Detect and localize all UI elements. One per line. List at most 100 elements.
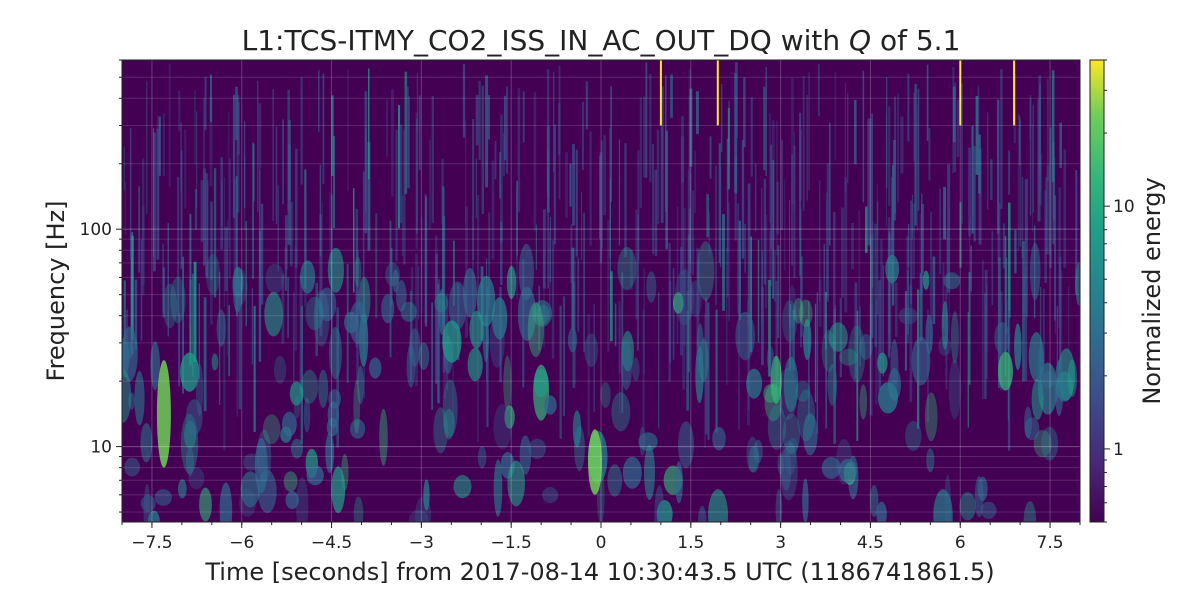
energy-streak [516, 189, 518, 260]
energy-streak [776, 182, 779, 235]
energy-streak [865, 206, 868, 253]
energy-streak [975, 95, 979, 175]
energy-blob [296, 477, 309, 522]
energy-streak [1008, 202, 1011, 318]
energy-streak [969, 219, 971, 295]
energy-streak [654, 169, 658, 256]
energy-streak [765, 215, 768, 309]
energy-streak [799, 112, 802, 238]
energy-streak [601, 140, 603, 249]
energy-blob [262, 414, 281, 445]
energy-streak [686, 310, 690, 411]
energy-streak [683, 207, 686, 346]
energy-streak [825, 313, 828, 429]
energy-blob [313, 290, 330, 347]
energy-streak [415, 253, 418, 387]
energy-streak [1017, 113, 1020, 251]
energy-blob [673, 292, 684, 314]
energy-blob [491, 297, 508, 340]
x-tick-label: 6 [955, 533, 966, 553]
x-tick-label: −1.5 [491, 533, 532, 553]
energy-blob [905, 421, 922, 451]
energy-streak [825, 192, 828, 298]
energy-streak [704, 313, 706, 448]
energy-transient [1013, 60, 1016, 126]
energy-blob [353, 380, 361, 434]
energy-blob [331, 466, 346, 514]
energy-streak [737, 203, 740, 314]
energy-streak [500, 221, 503, 286]
energy-streak [213, 168, 217, 298]
energy-streak [364, 91, 368, 234]
energy-blob [675, 269, 694, 326]
energy-blob [656, 500, 673, 522]
energy-blob [890, 338, 899, 394]
energy-streak [210, 74, 212, 122]
energy-streak [481, 85, 484, 214]
energy-streak [146, 81, 148, 214]
energy-blob [289, 381, 304, 406]
energy-streak [277, 185, 279, 272]
energy-streak [921, 193, 923, 294]
energy-streak [997, 203, 1001, 261]
energy-streak [765, 67, 767, 176]
energy-streak [285, 215, 288, 270]
energy-streak [194, 90, 196, 165]
energy-streak [389, 220, 392, 358]
y-tick-label: 10 [90, 438, 112, 458]
energy-streak [618, 139, 620, 246]
energy-streak [709, 136, 712, 179]
colorbar-tick-label: 10 [1113, 197, 1135, 217]
energy-streak [1056, 305, 1058, 402]
x-tick-label: −6 [229, 533, 254, 553]
energy-streak [770, 144, 772, 249]
energy-streak [665, 130, 668, 250]
energy-streak [755, 163, 757, 232]
energy-streak [549, 231, 551, 314]
energy-streak [304, 191, 307, 307]
energy-streak [696, 91, 699, 135]
energy-blob [859, 384, 868, 420]
energy-streak [472, 119, 475, 260]
energy-blob [924, 392, 938, 442]
energy-blob [698, 505, 707, 522]
energy-streak [968, 272, 971, 385]
energy-streak [961, 83, 963, 224]
energy-streak [682, 270, 686, 390]
energy-streak [943, 186, 946, 240]
grid [122, 60, 1080, 522]
energy-blob [697, 241, 715, 301]
energy-streak [162, 267, 166, 318]
energy-streak [808, 72, 810, 191]
energy-blob [617, 247, 637, 291]
energy-streak [319, 214, 322, 337]
energy-streak [874, 223, 877, 347]
energy-streak [954, 82, 957, 173]
energy-streak [1052, 157, 1056, 221]
energy-blob [122, 326, 138, 382]
energy-blob [283, 471, 298, 492]
energy-blob [519, 435, 532, 475]
energy-streak [1045, 177, 1048, 255]
x-tick-label: 4.5 [857, 533, 884, 553]
energy-streak [687, 234, 690, 373]
energy-streak [281, 274, 285, 344]
energy-streak [669, 280, 672, 363]
energy-streak [1059, 122, 1062, 168]
energy-blob [325, 432, 335, 474]
energy-streak [223, 177, 225, 308]
energy-blob [184, 420, 197, 449]
energy-streak [329, 191, 331, 266]
energy-blob [632, 357, 640, 382]
energy-streak [919, 272, 923, 342]
x-tick-label: −4.5 [311, 533, 352, 553]
energy-streak [599, 155, 601, 239]
energy-streak [517, 87, 521, 212]
energy-streak [930, 211, 933, 351]
energy-streak [814, 303, 817, 403]
energy-streak [546, 126, 550, 213]
energy-streak [906, 235, 909, 343]
energy-streak [236, 94, 240, 213]
energy-blob [763, 384, 778, 403]
energy-streak [635, 209, 638, 320]
